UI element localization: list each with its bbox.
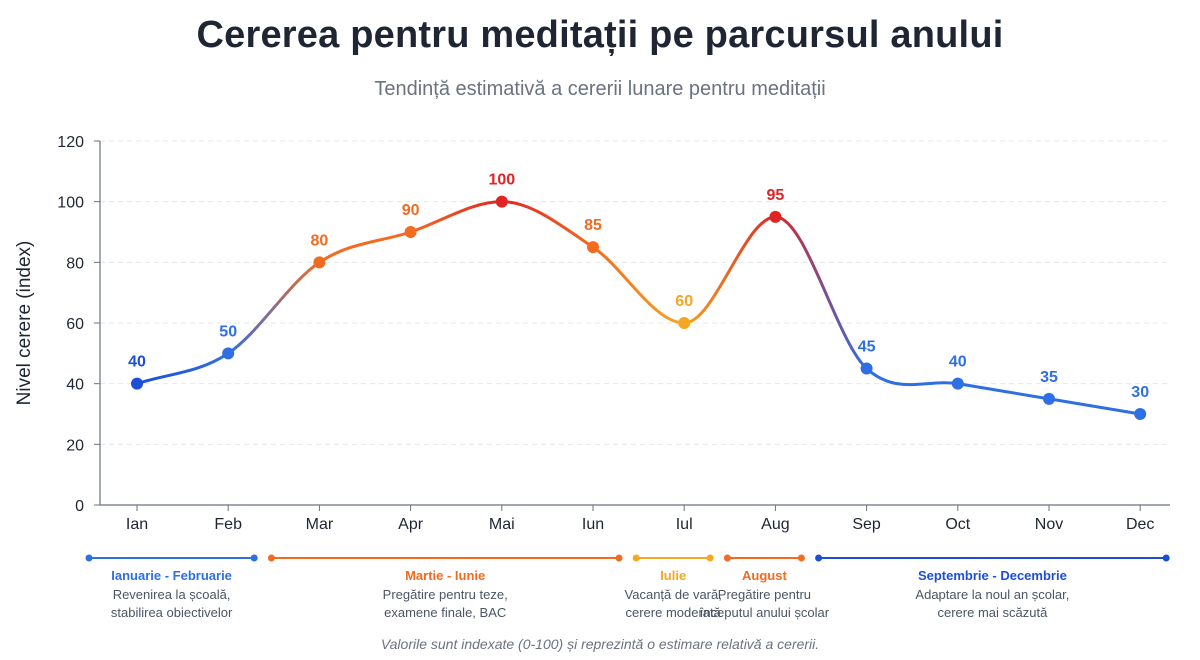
y-tick-label: 80 (66, 255, 84, 272)
x-tick-label: Iun (582, 516, 604, 533)
period-start-dot (632, 554, 640, 562)
x-tick-label: Oct (945, 516, 970, 533)
period-description: cerere moderată (626, 605, 722, 620)
period-start-dot (815, 554, 823, 562)
period-end-dot (797, 554, 805, 562)
data-point (1043, 392, 1055, 405)
period-description: Pregătire pentru teze, (383, 587, 508, 602)
period-legend: Ianuarie - Februarie Revenirea la școală,… (85, 554, 1170, 620)
y-tick-label: 60 (66, 316, 84, 333)
x-tick-label: Aug (761, 516, 789, 533)
period-description: Vacanță de vară, (625, 587, 722, 602)
period-description: Adaptare la noul an școlar, (915, 587, 1069, 602)
y-tick-label: 0 (75, 498, 84, 515)
data-label: 90 (402, 202, 420, 219)
x-tick-label: Dec (1126, 516, 1154, 533)
period-description: Pregătire pentru (718, 587, 811, 602)
period-end-dot (1162, 554, 1170, 562)
data-label: 95 (767, 187, 785, 204)
footnote: Valorile sunt indexate (0-100) și reprez… (380, 636, 820, 652)
data-point (951, 377, 964, 390)
y-axis-title: Nivel cerere (index) (14, 241, 35, 406)
chart-title: Cererea pentru meditații pe parcursul an… (196, 14, 1004, 56)
x-tick-label: Mar (306, 516, 334, 533)
period-start-dot (85, 554, 93, 562)
x-tick-label: Nov (1035, 516, 1063, 533)
data-point (313, 256, 326, 269)
period-description: începutul anului școlar (699, 605, 830, 620)
period-title: Septembrie - Decembrie (918, 568, 1067, 583)
x-tick-label: Apr (398, 516, 424, 533)
data-point (769, 210, 782, 223)
data-point (222, 347, 235, 360)
data-label: 100 (488, 172, 515, 189)
period-end-dot (706, 554, 714, 562)
series-line (135, 200, 1142, 416)
grid-lines (100, 140, 1170, 445)
axes: 0 20 40 60 80 100 120 Ian Feb Mar Apr Mai Iun Iul Aug S… (57, 134, 1170, 533)
data-label: 40 (949, 354, 967, 371)
series-curve (135, 200, 1142, 416)
period-description: cerere mai scăzută (937, 605, 1048, 620)
y-tick-label: 100 (57, 195, 84, 212)
data-point (404, 226, 417, 238)
period-title: Martie - Iunie (405, 568, 485, 583)
data-label: 80 (311, 232, 329, 249)
data-point (495, 195, 508, 208)
x-tick-label: Mai (489, 516, 515, 533)
y-tick-label: 20 (66, 437, 84, 454)
data-label: 45 (858, 339, 876, 356)
data-label: 85 (584, 217, 602, 234)
x-tick-label: Sep (852, 516, 881, 533)
data-point (860, 362, 873, 375)
period-title: Iulie (660, 568, 686, 583)
y-tick-label: 40 (66, 377, 84, 394)
data-point (678, 317, 691, 329)
period-start-dot (267, 554, 275, 562)
data-label: 35 (1040, 369, 1058, 386)
chart-subtitle: Tendință estimativă a cererii lunare pen… (374, 78, 826, 100)
period-end-dot (250, 554, 258, 562)
x-tick-label: Iul (676, 516, 693, 533)
data-label: 40 (128, 354, 146, 371)
period-description: stabilirea obiectivelor (111, 605, 233, 620)
data-point (131, 377, 143, 390)
period-title: August (742, 568, 787, 583)
data-label: 30 (1131, 384, 1149, 401)
period-description: examene finale, BAC (384, 605, 506, 620)
data-labels: 40 50 80 90 100 85 60 95 45 40 35 30 (128, 172, 1149, 401)
data-label: 60 (675, 293, 693, 310)
x-tick-label: Ian (126, 516, 148, 533)
data-label: 50 (219, 323, 237, 340)
data-point (587, 241, 599, 254)
period-end-dot (615, 554, 623, 562)
data-point (1134, 408, 1147, 420)
period-title: Ianuarie - Februarie (111, 568, 232, 583)
period-start-dot (723, 554, 731, 562)
period-description: Revenirea la școală, (113, 587, 231, 602)
y-tick-label: 120 (57, 134, 84, 151)
x-tick-label: Feb (214, 516, 242, 533)
data-points (131, 195, 1147, 420)
